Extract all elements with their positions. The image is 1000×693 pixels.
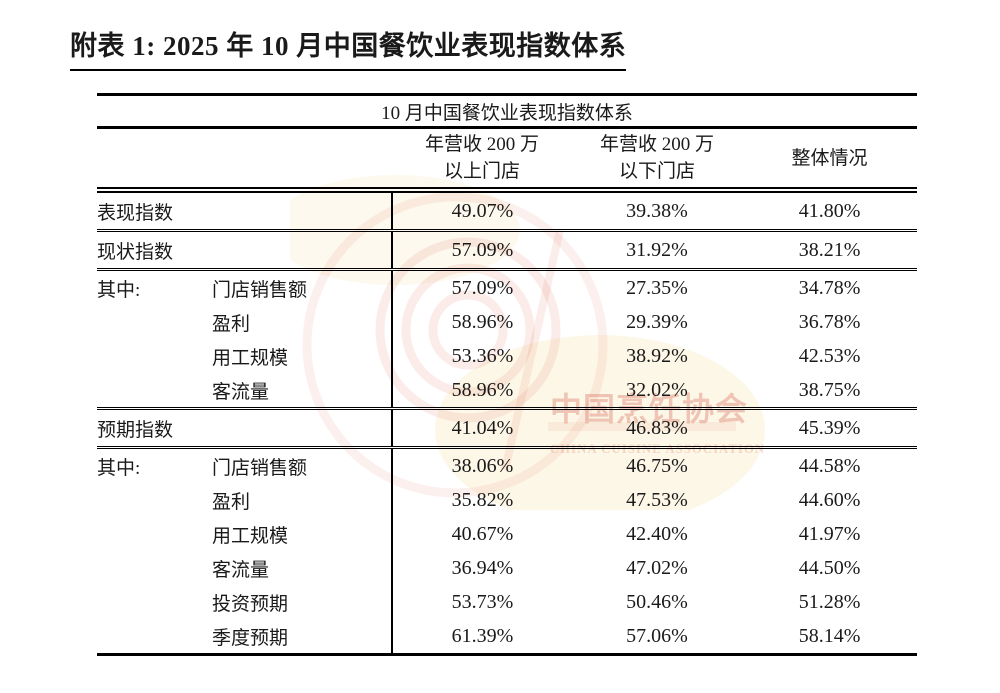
- row-sublabel: 用工规模: [212, 347, 289, 369]
- table-body: 表现指数 49.07% 39.38% 41.80% 现状指数 57.09% 31.92% 38…: [97, 190, 918, 656]
- table-row-sub: 其中: 门店销售额 57.09% 27.35% 34.78%: [97, 269, 917, 305]
- table-row-sub: 用工规模 53.36% 38.92% 42.53%: [97, 339, 917, 373]
- row-sublabel: 门店销售额: [212, 457, 308, 479]
- row-prefix: [97, 517, 212, 551]
- row-prefix: 其中:: [97, 279, 141, 301]
- row-prefix: [97, 619, 212, 656]
- table-caption-row: 10 月中国餐饮业表现指数体系: [97, 94, 918, 129]
- cell-value: 46.83%: [572, 408, 742, 449]
- row-prefix: [97, 305, 212, 339]
- cell-value: 45.39%: [742, 408, 918, 449]
- cell-value: 58.96%: [391, 305, 572, 339]
- row-sublabel: 盈利: [212, 491, 251, 513]
- cell-value: 34.78%: [798, 276, 861, 299]
- row-label: 预期指数: [97, 408, 392, 449]
- column-header-line: 以下门店: [618, 161, 695, 182]
- cell-value: 40.67%: [391, 517, 572, 551]
- cell-value: 51.28%: [798, 590, 861, 613]
- cell-value: 41.04%: [391, 408, 572, 449]
- column-header-above-2m: 年营收 200 万 以上门店: [392, 127, 572, 193]
- cell-value: 57.09%: [391, 230, 572, 271]
- table-row-major: 现状指数 57.09% 31.92% 38.21%: [97, 230, 918, 271]
- header-empty-cell: [97, 127, 392, 193]
- cell-value: 53.73%: [391, 585, 572, 619]
- cell-value: 53.36%: [391, 339, 572, 373]
- row-sublabel: 门店销售额: [212, 279, 308, 301]
- table-row-sub: 盈利 58.96% 29.39% 36.78%: [97, 305, 917, 339]
- row-sublabel: 客流量: [212, 373, 392, 410]
- cell-value: 36.94%: [391, 551, 572, 585]
- table-row-sub: 客流量 36.94% 47.02% 44.50%: [97, 551, 917, 585]
- cell-value: 38.06%: [391, 447, 572, 483]
- table-row-sub: 盈利 35.82% 47.53% 44.60%: [97, 483, 917, 517]
- cell-value: 35.82%: [391, 483, 572, 517]
- row-sublabel: 季度预期: [212, 619, 392, 656]
- cell-value: 44.58%: [798, 454, 861, 477]
- table-row-sub: 用工规模 40.67% 42.40% 41.97%: [97, 517, 917, 551]
- table-row-major: 表现指数 49.07% 39.38% 41.80%: [97, 190, 918, 232]
- column-header-line: 年营收 200 万: [599, 134, 714, 155]
- cell-value: 39.38%: [572, 190, 742, 232]
- row-sublabel: 盈利: [212, 313, 251, 335]
- cell-value: 49.07%: [391, 190, 572, 232]
- cell-value: 38.75%: [742, 373, 918, 410]
- column-header-below-2m: 年营收 200 万 以下门店: [572, 127, 742, 193]
- row-prefix: [97, 339, 212, 373]
- cell-value: 31.92%: [572, 230, 742, 271]
- cell-value: 57.06%: [572, 619, 742, 656]
- row-label: 表现指数: [97, 190, 392, 232]
- column-header-line: 以上门店: [443, 161, 520, 182]
- column-header-line: 整体情况: [791, 147, 868, 169]
- row-sublabel: 投资预期: [212, 593, 289, 615]
- row-sublabel: 用工规模: [212, 525, 289, 547]
- row-prefix: [97, 373, 212, 410]
- row-label: 现状指数: [97, 230, 392, 271]
- table-row-sub: 客流量 58.96% 32.02% 38.75%: [97, 373, 918, 410]
- column-header-line: 年营收 200 万: [424, 134, 539, 155]
- cell-value: 58.14%: [742, 619, 918, 656]
- row-prefix: [97, 585, 212, 619]
- row-prefix: 其中:: [97, 457, 141, 479]
- cell-value: 32.02%: [572, 373, 742, 410]
- table-row-major: 预期指数 41.04% 46.83% 45.39%: [97, 408, 918, 449]
- cell-value: 47.02%: [626, 556, 688, 579]
- index-table: 10 月中国餐饮业表现指数体系 年营收 200 万 以上门店 年营收 200 万…: [97, 93, 918, 656]
- cell-value: 61.39%: [391, 619, 572, 656]
- cell-value: 42.53%: [798, 344, 861, 367]
- cell-value: 50.46%: [626, 590, 688, 613]
- cell-value: 58.96%: [391, 373, 572, 410]
- cell-value: 57.09%: [391, 269, 572, 305]
- cell-value: 46.75%: [626, 454, 688, 477]
- cell-value: 41.97%: [798, 522, 861, 545]
- cell-value: 47.53%: [626, 488, 688, 511]
- cell-value: 44.50%: [798, 556, 861, 579]
- cell-value: 41.80%: [742, 190, 918, 232]
- row-prefix: [97, 483, 212, 517]
- column-header-overall: 整体情况: [742, 127, 918, 193]
- table-row-sub: 其中: 门店销售额 38.06% 46.75% 44.58%: [97, 447, 917, 483]
- table-row-sub: 投资预期 53.73% 50.46% 51.28%: [97, 585, 917, 619]
- table-row-sub: 季度预期 61.39% 57.06% 58.14%: [97, 619, 918, 656]
- cell-value: 38.21%: [742, 230, 918, 271]
- row-prefix: [97, 551, 212, 585]
- cell-value: 29.39%: [626, 310, 688, 333]
- cell-value: 44.60%: [798, 488, 861, 511]
- page-title: 附表 1: 2025 年 10 月中国餐饮业表现指数体系: [70, 24, 627, 71]
- cell-value: 38.92%: [626, 344, 688, 367]
- row-sublabel: 客流量: [212, 559, 270, 581]
- cell-value: 27.35%: [626, 276, 688, 299]
- cell-value: 42.40%: [626, 522, 688, 545]
- table-caption: 10 月中国餐饮业表现指数体系: [97, 94, 918, 129]
- table-header-row: 年营收 200 万 以上门店 年营收 200 万 以下门店 整体情况: [97, 127, 918, 193]
- cell-value: 36.78%: [798, 310, 861, 333]
